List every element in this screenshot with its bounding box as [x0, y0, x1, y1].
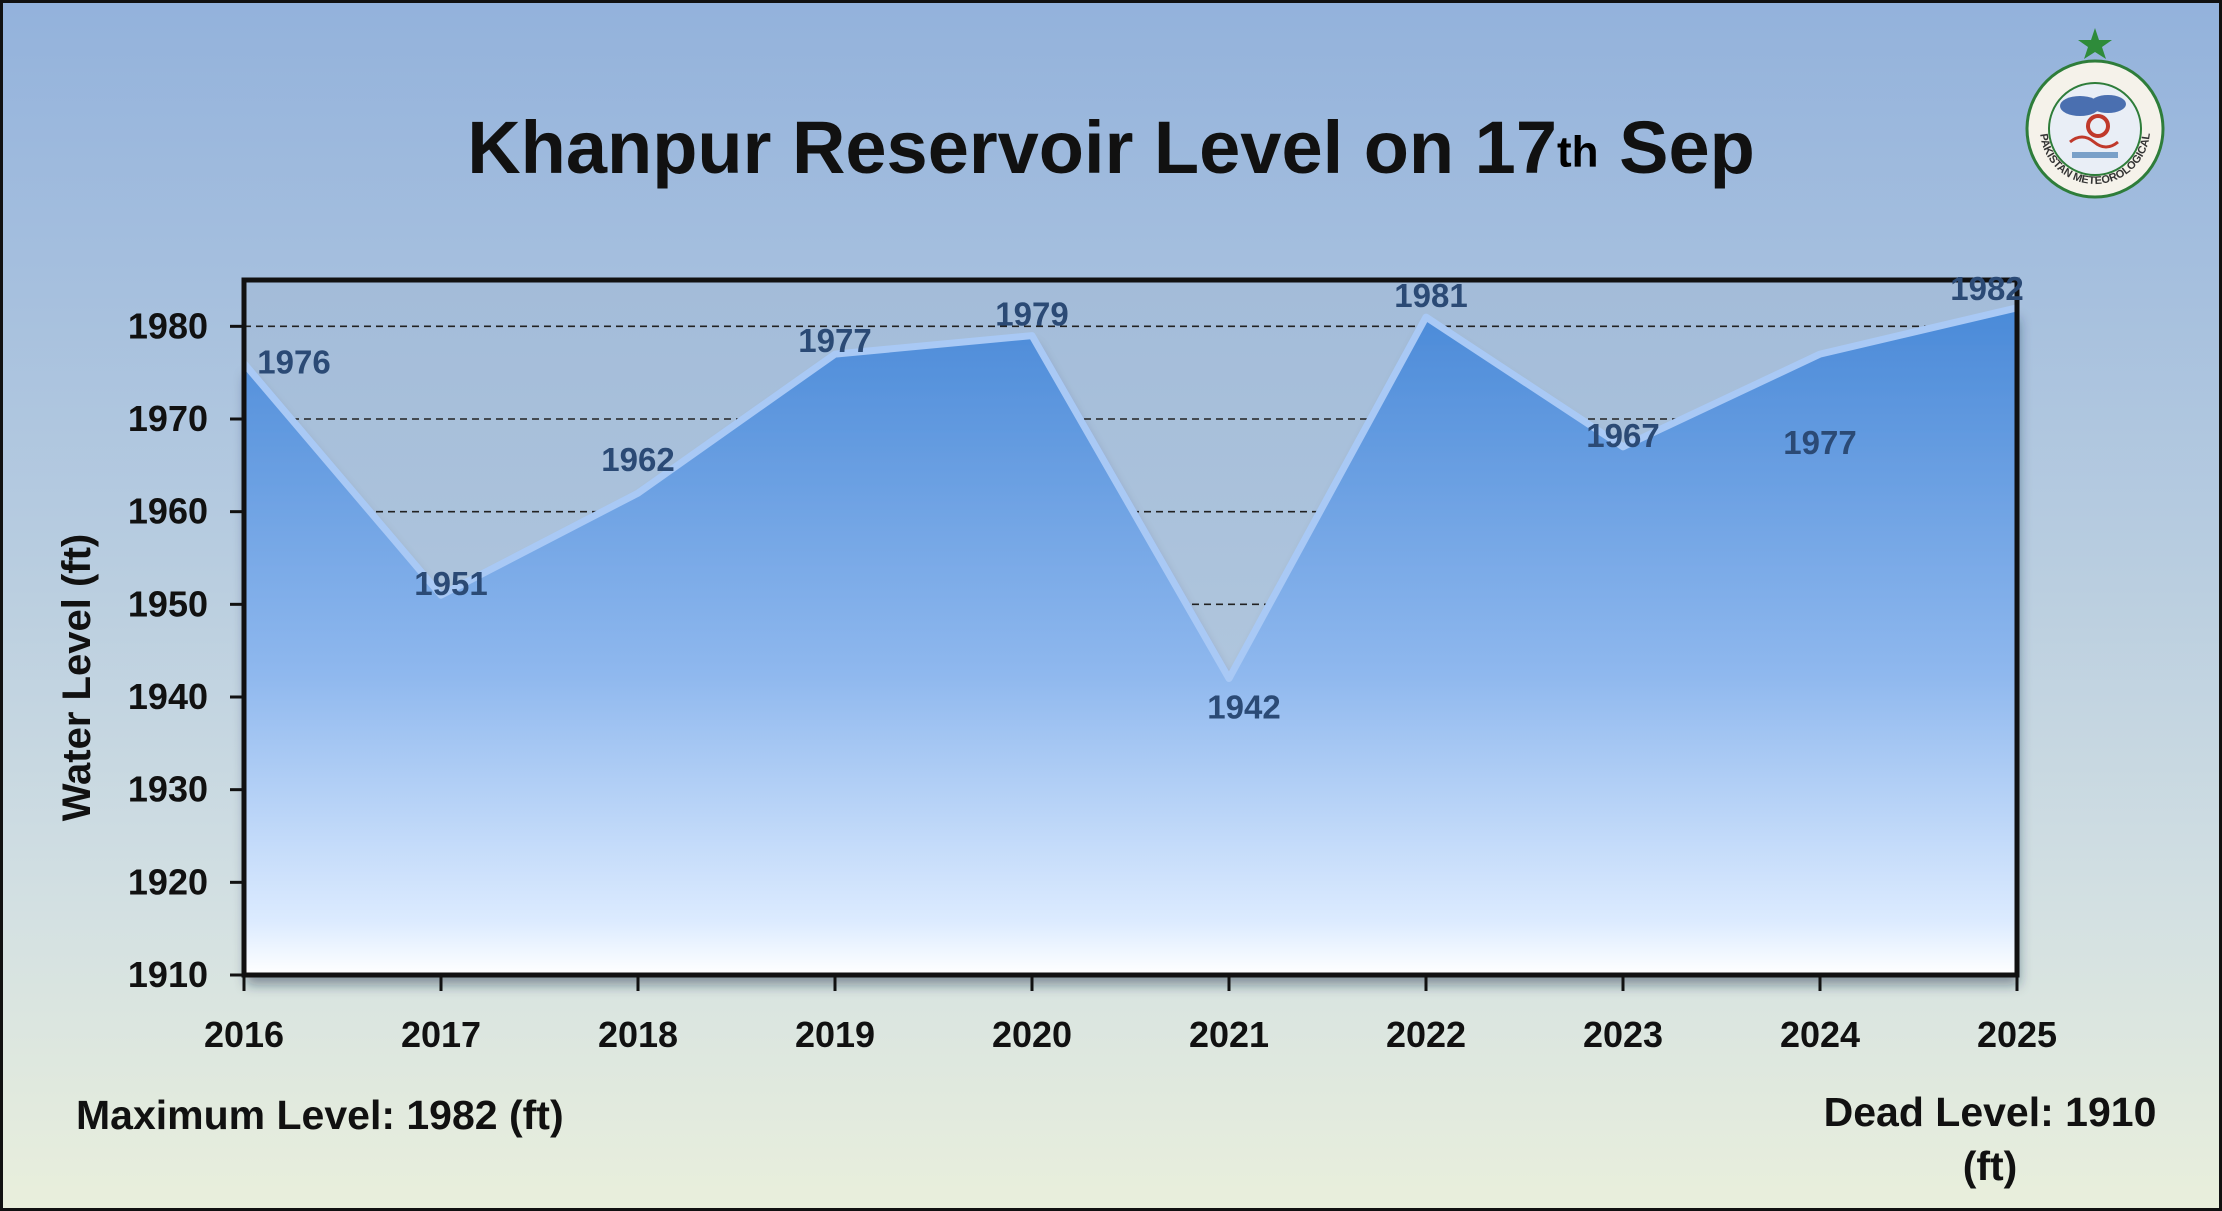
plot-border — [241, 277, 2020, 978]
y-axis-title: Water Level (ft) — [55, 534, 99, 821]
data-label: 1977 — [798, 322, 871, 359]
data-label: 1976 — [257, 343, 330, 380]
y-axis-ticks: 1910 1920 1930 1940 1950 1960 1970 1980 — [128, 305, 244, 995]
data-label: 1962 — [601, 441, 674, 478]
chart-title: Khanpur Reservoir Level on 17th Sep — [0, 105, 2222, 190]
chart-title-suffix: Sep — [1598, 106, 1755, 189]
water-level-area — [244, 307, 2017, 975]
x-tick-label: 2022 — [1386, 1014, 1466, 1055]
y-tick-label: 1940 — [128, 676, 208, 717]
data-label: 1951 — [414, 565, 487, 602]
x-tick-label: 2018 — [598, 1014, 678, 1055]
data-labels: 1976 1951 1962 1977 1979 1942 1981 1967 1977 1982 — [257, 270, 2023, 726]
chart-title-superscript: th — [1557, 127, 1599, 177]
y-tick-label: 1910 — [128, 954, 208, 995]
x-tick-label: 2021 — [1189, 1014, 1269, 1055]
data-label: 1942 — [1207, 688, 1280, 725]
x-tick-label: 2023 — [1583, 1014, 1663, 1055]
x-tick-label: 2019 — [795, 1014, 875, 1055]
data-label: 1981 — [1394, 277, 1467, 314]
x-axis-ticks: 2016 2017 2018 2019 2020 2021 2022 2023 2024 2025 — [204, 975, 2057, 1055]
y-tick-label: 1970 — [128, 398, 208, 439]
x-tick-label: 2017 — [401, 1014, 481, 1055]
data-label: 1977 — [1783, 424, 1856, 461]
data-label: 1967 — [1586, 417, 1659, 454]
water-level-line — [241, 304, 2018, 682]
y-tick-label: 1950 — [128, 583, 208, 624]
y-tick-label: 1980 — [128, 305, 208, 346]
x-tick-label: 2025 — [1977, 1014, 2057, 1055]
x-tick-label: 2016 — [204, 1014, 284, 1055]
data-label: 1979 — [995, 296, 1068, 333]
x-tick-label: 2020 — [992, 1014, 1072, 1055]
dead-level-note: Dead Level: 1910 (ft) — [1823, 1089, 2157, 1189]
chart-title-text: Khanpur Reservoir Level on 17 — [467, 106, 1557, 189]
y-tick-label: 1920 — [128, 861, 208, 902]
y-tick-label: 1930 — [128, 769, 208, 810]
maximum-level-note: Maximum Level: 1982 (ft) — [76, 1092, 564, 1138]
data-label: 1982 — [1950, 270, 2023, 307]
x-tick-label: 2024 — [1780, 1014, 1860, 1055]
y-tick-label: 1960 — [128, 491, 208, 532]
pmd-emblem-icon: PAKISTAN METEOROLOGICAL DEPARTMENT — [2010, 24, 2165, 199]
